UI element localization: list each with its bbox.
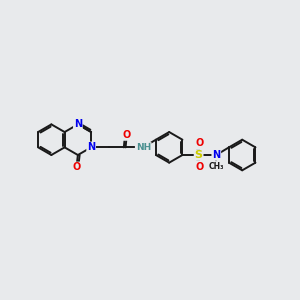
Text: N: N xyxy=(87,142,95,152)
Text: O: O xyxy=(195,162,204,172)
Text: CH₃: CH₃ xyxy=(208,162,224,171)
Text: N: N xyxy=(74,119,82,129)
Text: S: S xyxy=(195,150,203,160)
Text: O: O xyxy=(123,130,131,140)
Text: N: N xyxy=(212,150,220,160)
Text: O: O xyxy=(72,162,80,172)
Text: NH: NH xyxy=(136,143,151,152)
Text: O: O xyxy=(195,138,204,148)
